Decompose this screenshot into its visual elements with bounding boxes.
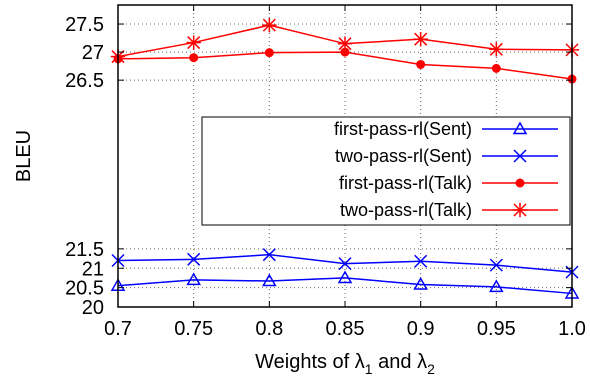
circle-marker <box>189 53 199 63</box>
legend-label: two-pass-rl(Talk) <box>340 200 472 220</box>
x-tick-label: 0.8 <box>255 318 283 340</box>
y-upper-tick-label: 26.5 <box>65 70 104 92</box>
y-lower-tick-label: 21.5 <box>65 239 104 261</box>
triangle-marker <box>512 121 528 135</box>
y-axis-label: BLEU <box>13 130 35 182</box>
legend-box <box>201 116 571 226</box>
x-marker-stroke <box>187 252 201 266</box>
star-marker <box>262 17 277 33</box>
y-lower-tick-label: 20 <box>82 297 104 319</box>
x-marker <box>187 252 201 266</box>
triangle-marker <box>337 270 353 284</box>
x-tick-label: 0.75 <box>174 318 213 340</box>
x-marker-stroke <box>338 257 352 271</box>
y-upper-tick-label: 27.5 <box>65 14 104 36</box>
lambda-2-subscript: 2 <box>427 361 435 377</box>
star-marker <box>413 31 428 47</box>
x-axis-label-and: and <box>373 351 417 373</box>
star-marker <box>186 35 201 50</box>
lambda-2-symbol: λ <box>417 351 427 373</box>
lambda-1-subscript: 1 <box>365 361 373 377</box>
star-marker <box>489 42 504 57</box>
circle-marker <box>515 178 525 188</box>
x-tick-label: 0.7 <box>104 318 132 340</box>
x-axis-label: Weights of λ1 and λ2 <box>255 351 435 377</box>
triangle-marker <box>489 279 504 293</box>
y-lower-tick-label: 21 <box>82 258 104 280</box>
y-lower-tick-label: 20.5 <box>65 278 104 300</box>
x-tick-label: 0.95 <box>477 318 516 340</box>
x-marker-stroke <box>414 254 428 268</box>
legend-label: first-pass-rl(Talk) <box>339 173 472 193</box>
circle-marker <box>416 59 426 69</box>
circle-marker <box>491 63 501 73</box>
triangle-marker <box>186 272 201 286</box>
x-marker-stroke <box>262 248 276 262</box>
x-tick-label: 0.9 <box>407 318 435 340</box>
x-marker-stroke <box>489 258 503 272</box>
triangle-marker <box>413 277 428 290</box>
star-marker <box>512 202 528 218</box>
y-upper-tick-label: 27 <box>82 42 104 64</box>
x-marker <box>489 258 503 272</box>
lambda-1-symbol: λ <box>355 351 365 373</box>
x-marker <box>414 254 428 268</box>
x-marker <box>338 257 352 271</box>
star-marker <box>337 36 353 51</box>
plot-series <box>110 17 580 299</box>
x-tick-label: 0.85 <box>326 318 365 340</box>
x-tick-label: 1.0 <box>558 318 586 340</box>
triangle-marker <box>262 273 277 287</box>
legend-label: two-pass-rl(Sent) <box>335 146 472 166</box>
x-marker <box>262 248 276 262</box>
series-first-pass-rl(Sent) <box>110 270 580 299</box>
circle-marker <box>340 47 350 57</box>
series-two-pass-rl(Sent) <box>111 248 579 279</box>
series-two-pass-rl(Talk) <box>110 17 580 64</box>
legend: first-pass-rl(Sent) two-pass-rl(Sent) firs… <box>201 116 571 226</box>
x-marker-stroke <box>513 149 527 163</box>
legend-label: first-pass-rl(Sent) <box>334 119 472 139</box>
circle-marker <box>264 48 274 58</box>
x-axis-label-prefix: Weights of <box>255 351 355 373</box>
x-marker <box>513 149 527 163</box>
series-line <box>117 277 573 295</box>
